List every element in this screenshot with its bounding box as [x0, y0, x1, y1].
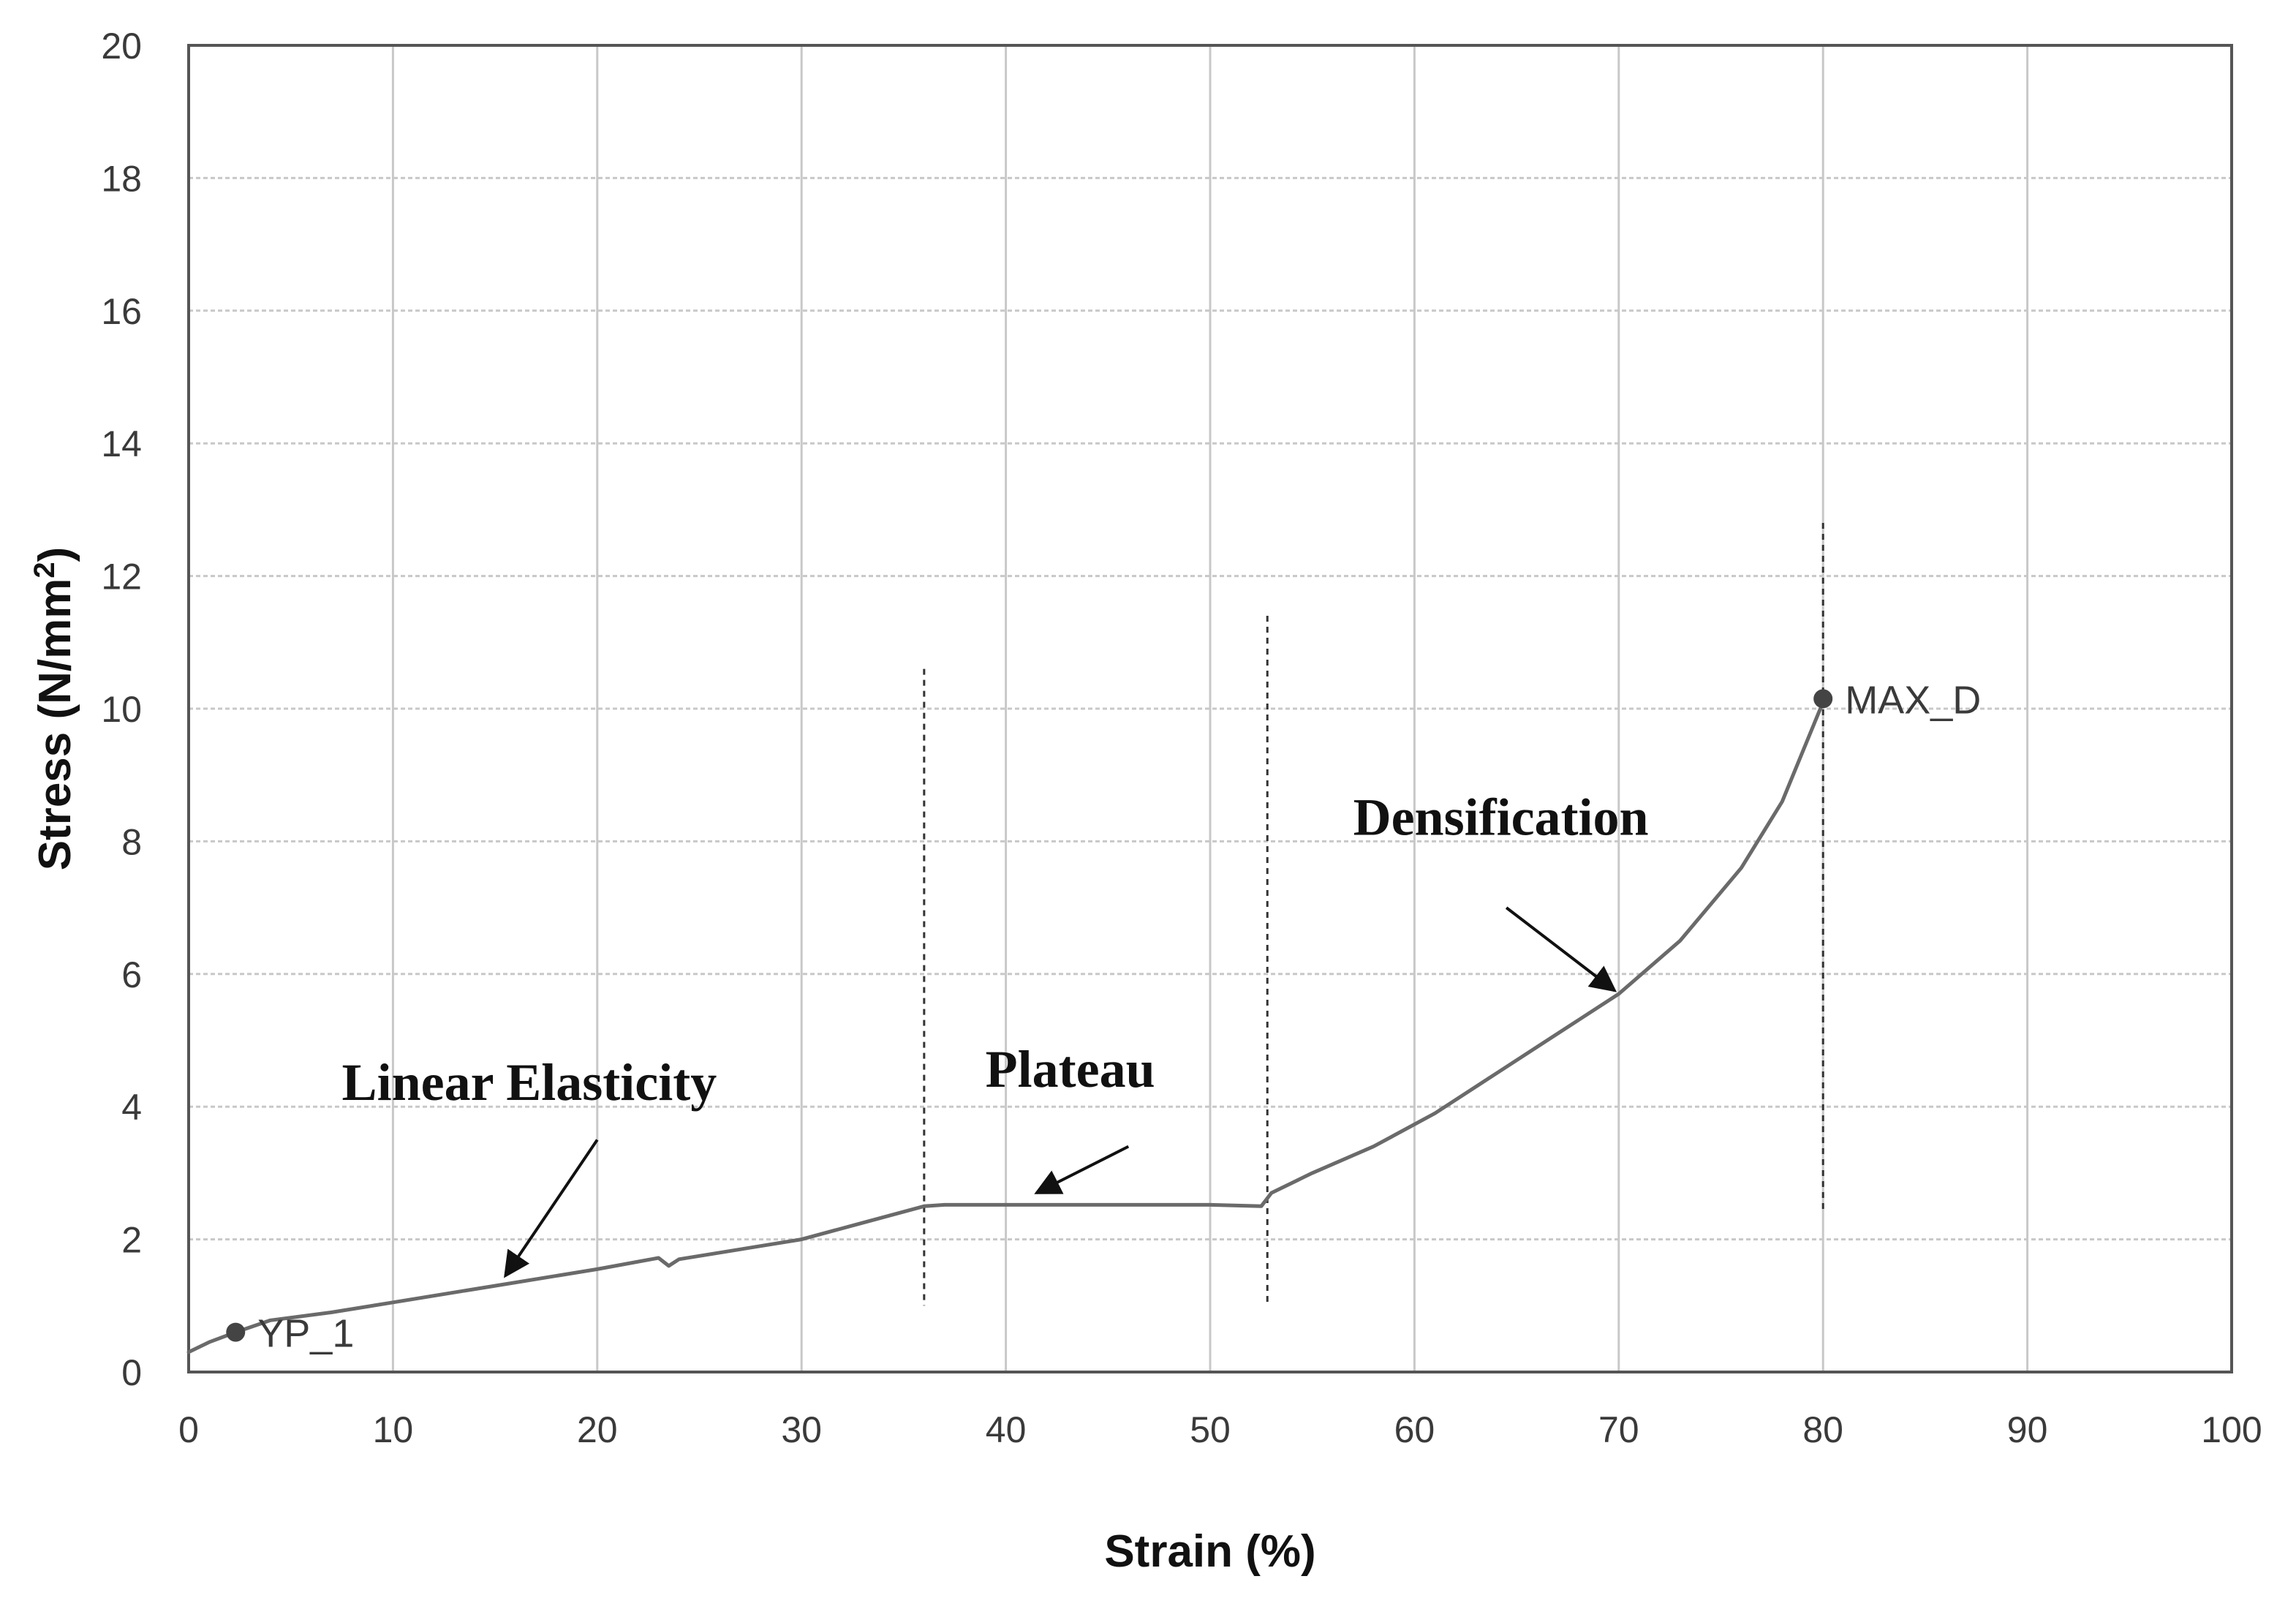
y-tick-label: 0 — [121, 1352, 142, 1393]
y-axis-ticks: 0 2 4 6 8 10 12 14 16 18 20 — [101, 26, 142, 1393]
point-label: YP_1 — [257, 1312, 354, 1356]
x-tick-label: 90 — [2007, 1409, 2048, 1450]
point-markers: YP_1 MAX_D — [226, 678, 1981, 1356]
y-tick-label: 8 — [121, 821, 142, 862]
y-tick-label: 10 — [101, 689, 142, 730]
x-tick-label: 50 — [1190, 1409, 1231, 1450]
y-tick-label: 14 — [101, 423, 142, 464]
y-tick-label: 4 — [121, 1087, 142, 1128]
annotation-arrow — [504, 1139, 599, 1278]
x-tick-label: 30 — [781, 1409, 822, 1450]
series-line — [186, 700, 1825, 1354]
x-tick-label: 70 — [1598, 1409, 1639, 1450]
y-axis-title-close: ) — [30, 547, 80, 562]
y-axis-title: Stress (N/mm2) — [29, 547, 80, 871]
data-point-marker — [226, 1322, 246, 1342]
x-tick-label: 40 — [986, 1409, 1027, 1450]
phase-label: Linear Elasticity — [342, 1053, 717, 1112]
y-tick-label: 18 — [101, 158, 142, 199]
x-tick-label: 60 — [1394, 1409, 1435, 1450]
y-tick-label: 20 — [101, 26, 142, 67]
phase-label: Densification — [1353, 788, 1649, 846]
y-tick-label: 6 — [121, 954, 142, 995]
annotation-arrow — [1505, 906, 1617, 992]
x-axis-title: Strain (%) — [1104, 1526, 1315, 1577]
y-tick-label: 16 — [101, 291, 142, 332]
region-dividers — [923, 523, 1824, 1306]
series — [186, 700, 1825, 1354]
y-tick-label: 2 — [121, 1220, 142, 1261]
y-tick-label: 12 — [101, 557, 142, 598]
point-label: MAX_D — [1845, 678, 1981, 722]
annotation-arrow — [1034, 1145, 1130, 1194]
x-tick-label: 80 — [1802, 1409, 1843, 1450]
x-tick-label: 20 — [577, 1409, 618, 1450]
x-tick-label: 10 — [373, 1409, 414, 1450]
plot-frame — [187, 44, 2233, 1373]
data-point-marker — [1813, 689, 1833, 709]
phase-label: Plateau — [986, 1040, 1155, 1098]
x-axis-ticks: 0 10 20 30 40 50 60 70 80 90 100 — [178, 1409, 2262, 1450]
phase-annotations: Linear Elasticity Plateau Densification — [342, 788, 1649, 1278]
x-tick-label: 100 — [2201, 1409, 2262, 1450]
y-axis-title-superscript: 2 — [29, 562, 61, 578]
x-tick-label: 0 — [178, 1409, 199, 1450]
y-axis-title-main: Stress (N/mm — [30, 578, 80, 871]
